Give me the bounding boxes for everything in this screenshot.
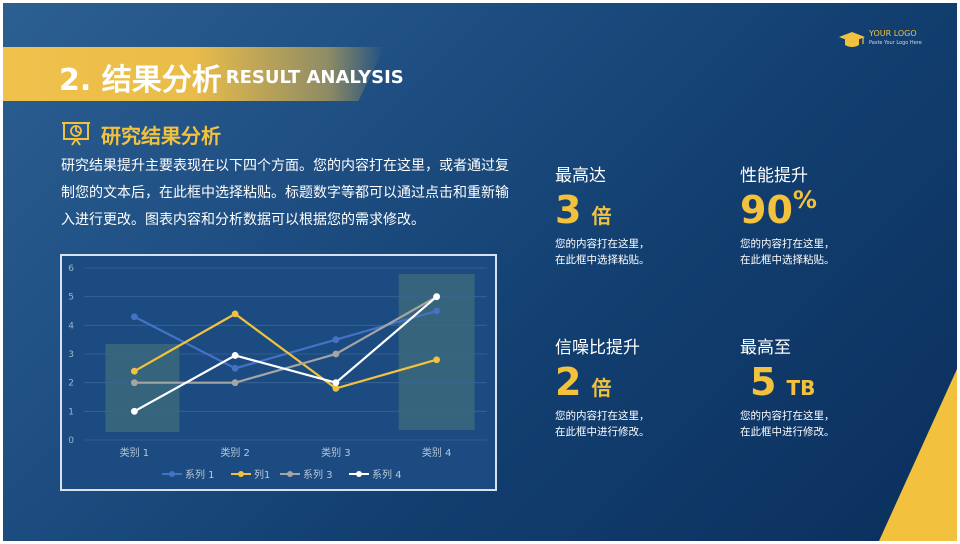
stat-desc: 您的内容打在这里， 在此框中选择粘贴。 xyxy=(740,236,835,268)
legend-marker xyxy=(287,471,293,477)
stat-unit: 倍 xyxy=(591,204,612,228)
data-point xyxy=(231,310,239,318)
series-line xyxy=(133,295,438,413)
x-tick-label: 类别 1 xyxy=(120,446,150,459)
data-point xyxy=(332,336,340,344)
stat-value: 5 TB xyxy=(740,360,835,404)
y-tick-label: 6 xyxy=(68,264,74,274)
y-tick-label: 3 xyxy=(68,350,74,360)
data-point xyxy=(130,379,138,387)
x-tick-label: 类别 2 xyxy=(220,446,250,459)
data-point xyxy=(231,352,239,359)
page-title-en: RESULT ANALYSIS xyxy=(225,66,404,88)
stat-number: 2 xyxy=(555,360,582,404)
stat-desc-line: 在此框中进行修改。 xyxy=(555,426,650,438)
stat-desc-line: 在此框中选择粘贴。 xyxy=(555,254,650,266)
line-chart: 0 1 2 3 4 5 6 类别 1 类别 2 类别 3 类别 4 系列 1 列1 系列 3 系列 4 xyxy=(60,254,497,491)
stat-desc-line: 在此框中选择粘贴。 xyxy=(740,254,835,266)
stat-card: 最高至 5 TB 您的内容打在这里， 在此框中进行修改。 xyxy=(740,333,835,440)
legend-label: 列1 xyxy=(254,468,270,481)
logo-tagline: Paste Your Logo Here xyxy=(869,40,922,46)
data-point xyxy=(130,313,138,321)
section-body: 研究结果提升主要表现在以下四个方面。您的内容打在这里，或者通过复制您的文本后，在… xyxy=(61,158,509,228)
legend-marker xyxy=(356,471,362,477)
highlight-band xyxy=(105,344,180,432)
stat-desc: 您的内容打在这里， 在此框中进行修改。 xyxy=(740,408,835,440)
legend-marker xyxy=(238,471,244,477)
data-point xyxy=(332,379,340,387)
logo-name: YOUR LOGO xyxy=(869,29,917,38)
slide: YOUR LOGO Paste Your Logo Here 2. 结果分析 RE… xyxy=(3,3,957,541)
corner-accent xyxy=(879,369,957,541)
stat-desc-line: 您的内容打在这里， xyxy=(740,410,835,422)
x-tick-label: 类别 3 xyxy=(321,446,351,459)
stat-desc: 您的内容打在这里， 在此框中选择粘贴。 xyxy=(555,236,650,268)
y-tick-label: 5 xyxy=(68,293,74,303)
stat-value: 90% xyxy=(740,186,835,232)
stat-unit: TB xyxy=(786,376,816,400)
y-tick-label: 1 xyxy=(68,407,74,417)
data-point xyxy=(231,379,239,387)
legend-label: 系列 4 xyxy=(372,468,402,481)
stat-desc: 您的内容打在这里， 在此框中进行修改。 xyxy=(555,408,650,440)
stat-label: 最高达 xyxy=(555,166,606,186)
stat-card: 性能提升 90% 您的内容打在这里， 在此框中选择粘贴。 xyxy=(740,161,835,268)
stat-label: 性能提升 xyxy=(740,166,808,186)
data-point xyxy=(332,385,340,392)
stat-desc-line: 在此框中进行修改。 xyxy=(740,426,835,438)
stat-label: 信噪比提升 xyxy=(555,338,640,358)
stat-desc-line: 您的内容打在这里， xyxy=(555,238,650,250)
graduation-cap-icon xyxy=(839,32,865,47)
page-title: 2. 结果分析 RESULT ANALYSIS xyxy=(59,55,404,99)
data-point xyxy=(231,364,239,372)
title-band xyxy=(3,47,385,101)
y-tick-label: 4 xyxy=(68,321,74,331)
stat-desc-line: 您的内容打在这里， xyxy=(555,410,650,422)
page-title-number: 2. 结果分析 xyxy=(59,63,222,98)
y-tick-label: 2 xyxy=(68,379,74,389)
data-point xyxy=(130,407,138,415)
legend-label: 系列 1 xyxy=(185,468,215,481)
stat-unit: % xyxy=(792,186,817,214)
stat-desc-line: 您的内容打在这里， xyxy=(740,238,835,250)
stat-number: 3 xyxy=(555,188,582,232)
section-title: 研究结果分析 xyxy=(101,124,221,148)
x-tick-label: 类别 4 xyxy=(422,446,452,459)
data-point xyxy=(433,356,441,364)
data-point xyxy=(433,307,441,315)
y-tick-label: 0 xyxy=(68,436,74,446)
series-line xyxy=(133,309,437,370)
stat-number: 5 xyxy=(750,360,777,404)
legend-label: 系列 3 xyxy=(303,468,333,481)
chart-svg: 0 1 2 3 4 5 6 类别 1 类别 2 类别 3 类别 4 系列 1 列1 系列 3 系列 4 xyxy=(68,264,487,481)
data-point xyxy=(332,350,340,358)
data-point xyxy=(433,293,441,301)
stat-number: 90 xyxy=(740,188,793,232)
presentation-chart-icon xyxy=(62,122,90,146)
legend-marker xyxy=(169,471,175,477)
stat-unit: 倍 xyxy=(591,376,612,400)
stat-label: 最高至 xyxy=(740,338,791,358)
series-line xyxy=(133,312,437,390)
data-point xyxy=(130,367,138,375)
